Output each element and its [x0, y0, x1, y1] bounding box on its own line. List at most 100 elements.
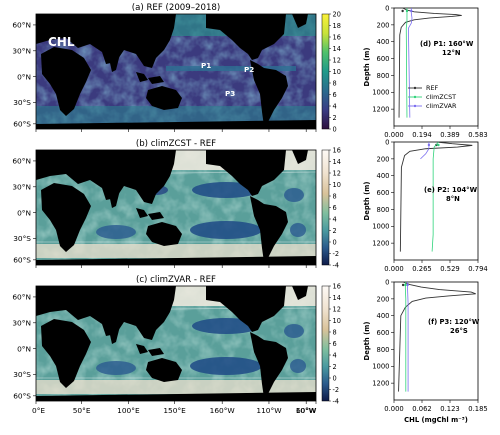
south-atlantic-gyre	[290, 223, 306, 237]
colorbar	[322, 150, 329, 265]
lat-tick-label: 30°S	[13, 98, 31, 107]
southern-high-diff	[36, 244, 316, 258]
lon-tick-label: 110°W	[256, 406, 282, 415]
depth-tick-label: 400	[377, 312, 390, 320]
depth-tick-label: 800	[377, 346, 390, 354]
lat-tick-label: 30°S	[13, 370, 31, 379]
depth-tick-label: 1200	[372, 240, 389, 248]
lon-tick-label: 50°E	[73, 406, 91, 415]
colorbar-tick-label: 6	[333, 340, 337, 348]
colorbar-tick-label: -4	[333, 397, 340, 405]
colorbar-tick-label: 4	[333, 351, 337, 359]
map-panel-b: (b) climZCST - REF60°N30°N0°N30°S60°S-4-…	[12, 139, 341, 269]
chl-tick-label: 0.000	[384, 265, 403, 273]
depth-tick-label: 0	[385, 138, 389, 146]
panel-title: (c) climZVAR - REF	[136, 275, 216, 285]
chl-tick-label: 0.194	[412, 131, 431, 139]
lat-tick-label: 0°N	[17, 72, 31, 81]
point-label: P1	[201, 61, 211, 70]
lat-tick-label: 0°N	[17, 344, 31, 353]
lon-tick-label: 0°E	[32, 406, 45, 415]
profile-frame	[394, 142, 478, 260]
lat-tick-label: 0°N	[17, 208, 31, 217]
colorbar-tick-label: 0	[333, 374, 337, 382]
depth-tick-label: 400	[377, 172, 390, 180]
legend-label: climZVAR	[426, 102, 457, 110]
colorbar-tick-label: 18	[333, 22, 341, 30]
colorbar-tick-label: 14	[333, 294, 341, 302]
colorbar-tick-label: 16	[333, 146, 341, 154]
south-pacific-gyre	[190, 357, 262, 375]
profile-label: (e) P2: 104°W	[424, 186, 478, 194]
colorbar	[322, 286, 329, 401]
colorbar-tick-label: -2	[333, 386, 340, 394]
indian-gyre	[96, 225, 136, 239]
depth-tick-label: 0	[385, 4, 389, 12]
series-marker-climzcst	[406, 10, 408, 12]
colorbar-tick-label: 20	[333, 10, 341, 18]
north-atlantic-gyre	[284, 188, 304, 202]
map-field	[36, 150, 316, 265]
panel-title: (a) REF (2009–2018)	[132, 3, 221, 13]
lat-tick-label: 30°N	[12, 182, 31, 191]
lat-tick-label: 60°N	[12, 21, 31, 30]
colorbar-tick-label: 16	[333, 282, 341, 290]
chl-tick-label: 0.529	[440, 265, 459, 273]
lat-tick-label: 60°N	[12, 293, 31, 302]
colorbar-tick-label: 8	[333, 79, 337, 87]
map-panel-a: (a) REF (2009–2018)60°N30°N0°N30°S60°SCH…	[12, 3, 341, 133]
colorbar-tick-label: 4	[333, 215, 337, 223]
southern-high-diff	[36, 380, 316, 394]
depth-axis-label: Depth (m)	[363, 48, 371, 87]
colorbar-tick-label: 14	[333, 158, 341, 166]
map-field	[36, 286, 316, 401]
south-atlantic-gyre	[290, 359, 306, 373]
legend-marker	[414, 87, 416, 89]
equatorial-band	[166, 66, 296, 71]
colorbar-tick-label: 6	[333, 204, 337, 212]
chl-tick-label: 0.062	[412, 405, 431, 413]
point-label: P2	[244, 65, 254, 74]
chl-tick-label: 0.583	[468, 131, 487, 139]
depth-axis-label: Depth (m)	[363, 182, 371, 221]
series-marker-climzcst	[404, 284, 406, 286]
depth-tick-label: 600	[377, 329, 390, 337]
colorbar	[322, 14, 329, 129]
lat-tick-label: 30°S	[13, 234, 31, 243]
indian-gyre	[96, 361, 136, 375]
chl-tick-label: 0.794	[468, 265, 487, 273]
lat-tick-label: 60°S	[13, 391, 31, 400]
depth-tick-label: 200	[377, 155, 390, 163]
series-marker-ref	[401, 10, 403, 12]
legend-marker	[414, 96, 416, 98]
depth-tick-label: 1000	[372, 89, 389, 97]
lat-tick-label: 30°N	[12, 318, 31, 327]
lon-tick-label: 160°W	[210, 406, 236, 415]
map-field	[36, 14, 316, 129]
series-marker-climzcst	[437, 144, 439, 146]
series-marker-climzvar	[410, 10, 412, 12]
colorbar-tick-label: 8	[333, 192, 337, 200]
point-label: P3	[225, 89, 235, 98]
profile-label: (d) P1: 160°W	[420, 40, 474, 48]
depth-tick-label: 200	[377, 21, 390, 29]
depth-tick-label: 1200	[372, 380, 389, 388]
depth-tick-label: 0	[385, 278, 389, 286]
colorbar-tick-label: -4	[333, 261, 340, 269]
lon-tick-label: 100°E	[117, 406, 140, 415]
colorbar-tick-label: 2	[333, 363, 337, 371]
depth-tick-label: 1000	[372, 223, 389, 231]
colorbar-tick-label: 2	[333, 227, 337, 235]
depth-tick-label: 800	[377, 206, 390, 214]
depth-axis-label: Depth (m)	[363, 322, 371, 361]
depth-tick-label: 600	[377, 55, 390, 63]
colorbar-tick-label: 12	[333, 305, 341, 313]
lon-tick-label: 150°E	[163, 406, 186, 415]
profile-label: 26°S	[450, 327, 468, 335]
legend-label: climZCST	[426, 93, 456, 101]
colorbar-tick-label: 10	[333, 68, 341, 76]
chl-tick-label: 0.185	[468, 405, 487, 413]
depth-tick-label: 1200	[372, 106, 389, 114]
north-atlantic-gyre	[284, 324, 304, 338]
